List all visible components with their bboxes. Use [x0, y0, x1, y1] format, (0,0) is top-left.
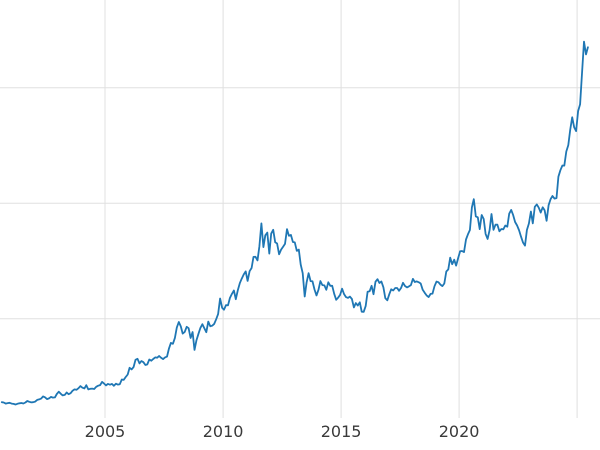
x-tick-label-2015: 2015	[320, 422, 362, 441]
price-line-series	[0, 40, 589, 406]
x-tick-label-2010: 2010	[202, 422, 244, 441]
x-tick-label-2020: 2020	[438, 422, 480, 441]
x-tick-label-2005: 2005	[84, 422, 126, 441]
